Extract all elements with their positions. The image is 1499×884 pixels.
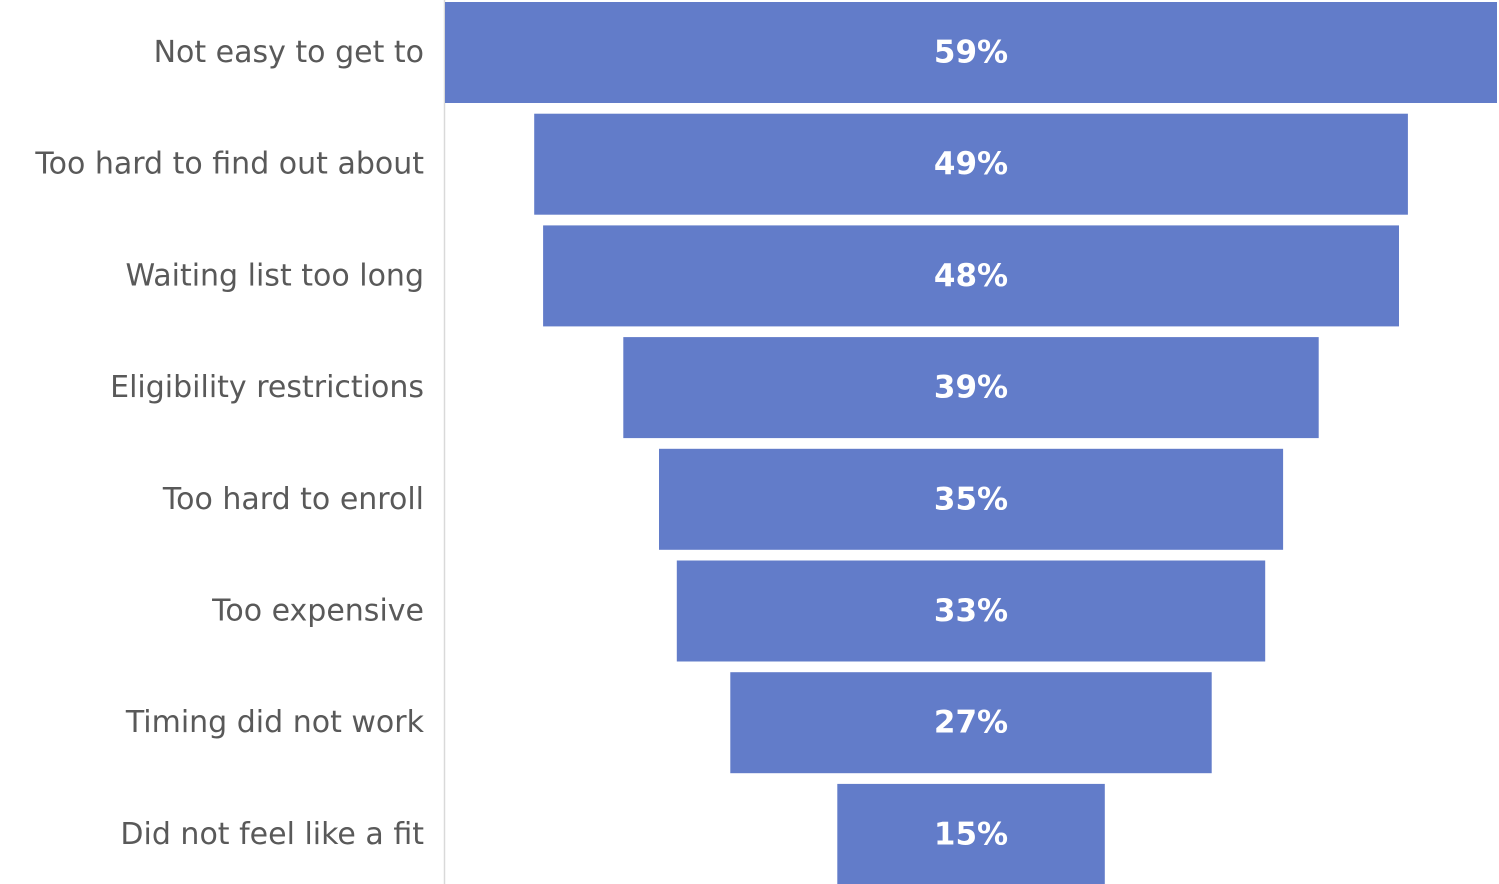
funnel-bar (659, 448, 1284, 550)
funnel-bar (623, 337, 1319, 439)
category-label: Not easy to get to (154, 35, 424, 70)
category-label: Too expensive (211, 594, 424, 629)
category-label: Too hard to enroll (162, 482, 424, 517)
data-label: 35% (934, 481, 1008, 517)
data-label: 27% (934, 705, 1008, 741)
data-label: 15% (934, 816, 1008, 852)
data-label: 39% (934, 370, 1008, 406)
data-label: 48% (934, 258, 1008, 294)
funnel-bar (534, 113, 1408, 215)
funnel-bar (730, 672, 1212, 774)
category-label: Eligibility restrictions (110, 370, 424, 405)
data-label: 33% (934, 593, 1008, 629)
data-label: 59% (934, 35, 1008, 71)
data-label: 49% (934, 146, 1008, 182)
funnel-bar (837, 783, 1105, 884)
funnel-bar (445, 2, 1497, 103)
category-label: Too hard to find out about (34, 147, 424, 182)
funnel-bar (676, 560, 1266, 662)
category-label: Did not feel like a fit (120, 817, 424, 852)
funnel-bar (543, 225, 1399, 327)
category-label: Waiting list too long (125, 258, 424, 293)
category-label: Timing did not work (125, 705, 425, 740)
